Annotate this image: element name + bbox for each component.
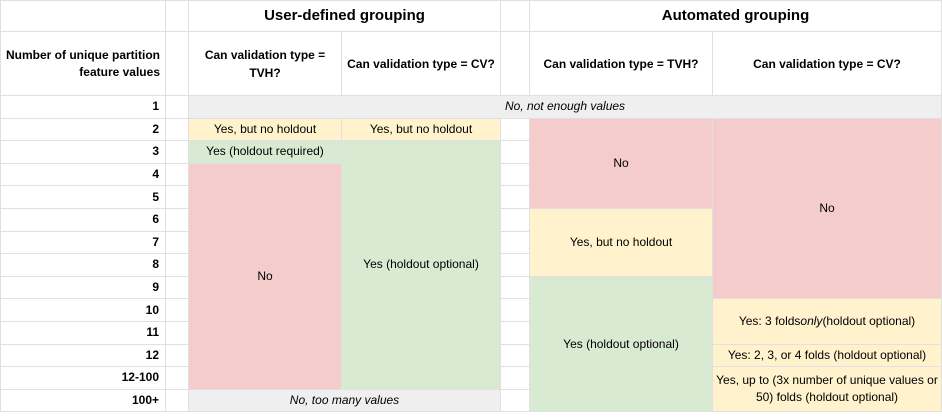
row-label[interactable]: 6 bbox=[1, 208, 165, 231]
spacer-cell[interactable] bbox=[501, 254, 529, 276]
cell-auto-cv-up-to-folds[interactable]: Yes, up to (3x number of unique values o… bbox=[713, 367, 941, 412]
corner-cell[interactable] bbox=[1, 1, 165, 31]
spacer-cell[interactable] bbox=[166, 321, 188, 344]
cell-auto-cv-3-folds-only[interactable]: Yes: 3 folds only (holdout optional) bbox=[713, 299, 941, 344]
spacer-cell[interactable] bbox=[501, 141, 529, 163]
spacer-cell[interactable] bbox=[501, 208, 529, 231]
spacer-cell[interactable] bbox=[166, 231, 188, 254]
cell-text-italic: only bbox=[800, 313, 823, 328]
cell-auto-tvh-holdout-optional[interactable]: Yes (holdout optional) bbox=[530, 276, 712, 412]
cell-user-cv-yes-no-holdout[interactable]: Yes, but no holdout bbox=[342, 118, 500, 141]
col-header-auto-tvh[interactable]: Can validation type = TVH? bbox=[530, 32, 712, 95]
cell-auto-tvh-yes-no-holdout[interactable]: Yes, but no holdout bbox=[530, 208, 712, 276]
row-label[interactable]: 7 bbox=[1, 231, 165, 254]
col-header-user-cv[interactable]: Can validation type = CV? bbox=[342, 32, 500, 95]
spacer-cell[interactable] bbox=[166, 389, 188, 412]
spacer-cell[interactable] bbox=[166, 1, 188, 31]
row-label[interactable]: 1 bbox=[1, 96, 165, 118]
row-label[interactable]: 11 bbox=[1, 321, 165, 344]
row-label[interactable]: 9 bbox=[1, 276, 165, 299]
spacer-cell[interactable] bbox=[501, 321, 529, 344]
spacer-cell[interactable] bbox=[166, 186, 188, 208]
col-header-user-tvh[interactable]: Can validation type = TVH? bbox=[189, 32, 341, 95]
cell-auto-tvh-no[interactable]: No bbox=[530, 118, 712, 208]
spacer-cell[interactable] bbox=[501, 231, 529, 254]
spacer-cell[interactable] bbox=[166, 32, 188, 95]
group-header-automated[interactable]: Automated grouping bbox=[530, 1, 941, 31]
cell-too-many-values[interactable]: No, too many values bbox=[189, 389, 500, 412]
cell-user-tvh-holdout-required[interactable]: Yes (holdout required) bbox=[189, 141, 341, 163]
spacer-cell[interactable] bbox=[166, 96, 188, 118]
row-label[interactable]: 100+ bbox=[1, 389, 165, 412]
row-label[interactable]: 10 bbox=[1, 299, 165, 321]
row-label[interactable]: 4 bbox=[1, 163, 165, 186]
spacer-cell[interactable] bbox=[166, 276, 188, 299]
row-label[interactable]: 12-100 bbox=[1, 367, 165, 389]
spacer-cell[interactable] bbox=[501, 163, 529, 186]
cell-user-cv-holdout-optional[interactable]: Yes (holdout optional) bbox=[342, 141, 500, 389]
cell-text-suffix: (holdout optional) bbox=[822, 313, 916, 328]
spacer-cell[interactable] bbox=[501, 367, 529, 389]
spacer-cell[interactable] bbox=[166, 141, 188, 163]
spacer-cell[interactable] bbox=[166, 299, 188, 321]
spacer-cell[interactable] bbox=[166, 163, 188, 186]
cell-user-tvh-yes-no-holdout[interactable]: Yes, but no holdout bbox=[189, 118, 341, 141]
spacer-cell[interactable] bbox=[501, 118, 529, 141]
spacer-cell[interactable] bbox=[166, 254, 188, 276]
group-header-user-defined[interactable]: User-defined grouping bbox=[189, 1, 500, 31]
spacer-cell[interactable] bbox=[501, 389, 529, 412]
col-header-auto-cv[interactable]: Can validation type = CV? bbox=[713, 32, 941, 95]
spacer-cell[interactable] bbox=[501, 186, 529, 208]
row-label[interactable]: 12 bbox=[1, 344, 165, 367]
spacer-cell[interactable] bbox=[166, 344, 188, 367]
spacer-cell[interactable] bbox=[501, 299, 529, 321]
row-label[interactable]: 5 bbox=[1, 186, 165, 208]
spacer-cell[interactable] bbox=[501, 276, 529, 299]
cell-auto-cv-2-3-4-folds[interactable]: Yes: 2, 3, or 4 folds (holdout optional) bbox=[713, 344, 941, 367]
spacer-cell[interactable] bbox=[166, 367, 188, 389]
spacer-cell[interactable] bbox=[166, 118, 188, 141]
cell-not-enough-values[interactable]: No, not enough values bbox=[189, 96, 941, 118]
spacer-cell[interactable] bbox=[501, 32, 529, 95]
cell-text-prefix: Yes: 3 folds bbox=[738, 313, 801, 328]
spacer-cell[interactable] bbox=[166, 208, 188, 231]
row-label[interactable]: 2 bbox=[1, 118, 165, 141]
cell-auto-cv-no[interactable]: No bbox=[713, 118, 941, 299]
spacer-cell[interactable] bbox=[501, 344, 529, 367]
spacer-cell[interactable] bbox=[501, 1, 529, 31]
row-label[interactable]: 3 bbox=[1, 141, 165, 163]
row-label[interactable]: 8 bbox=[1, 254, 165, 276]
cell-user-tvh-no[interactable]: No bbox=[189, 163, 341, 389]
row-dimension-header[interactable]: Number of unique partition feature value… bbox=[1, 32, 165, 95]
